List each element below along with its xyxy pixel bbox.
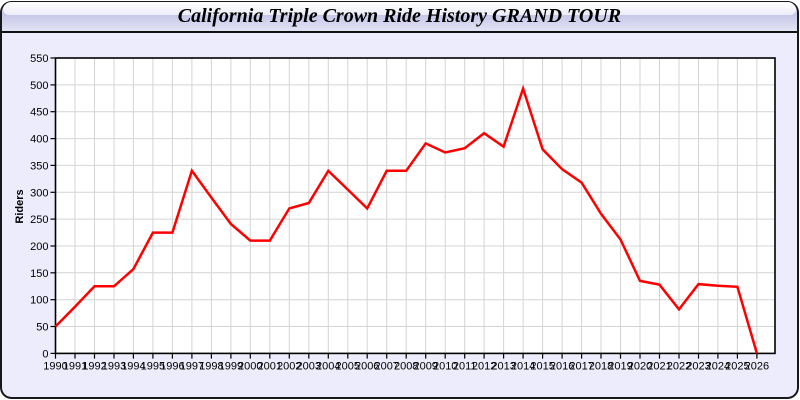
svg-text:1992: 1992: [82, 361, 106, 373]
svg-text:2001: 2001: [258, 361, 282, 373]
svg-text:350: 350: [30, 160, 48, 172]
svg-text:2008: 2008: [394, 361, 418, 373]
svg-text:50: 50: [36, 322, 48, 334]
svg-text:1991: 1991: [63, 361, 87, 373]
svg-text:2004: 2004: [316, 361, 340, 373]
svg-text:1997: 1997: [180, 361, 204, 373]
svg-text:1999: 1999: [219, 361, 243, 373]
svg-text:0: 0: [42, 348, 48, 360]
svg-text:2007: 2007: [374, 361, 398, 373]
svg-text:200: 200: [30, 241, 48, 253]
svg-text:2023: 2023: [686, 361, 710, 373]
svg-text:2003: 2003: [297, 361, 321, 373]
svg-text:2000: 2000: [238, 361, 262, 373]
svg-text:150: 150: [30, 268, 48, 280]
svg-text:2022: 2022: [667, 361, 691, 373]
svg-text:2024: 2024: [706, 361, 730, 373]
svg-text:2016: 2016: [550, 361, 574, 373]
svg-text:2009: 2009: [413, 361, 437, 373]
svg-text:2010: 2010: [433, 361, 457, 373]
svg-text:2026: 2026: [745, 361, 769, 373]
svg-text:2025: 2025: [725, 361, 749, 373]
svg-text:550: 550: [30, 53, 48, 65]
svg-text:2014: 2014: [511, 361, 535, 373]
svg-text:1994: 1994: [121, 361, 145, 373]
svg-text:1993: 1993: [102, 361, 126, 373]
svg-text:2013: 2013: [491, 361, 515, 373]
svg-text:300: 300: [30, 187, 48, 199]
svg-text:2021: 2021: [647, 361, 671, 373]
svg-text:2012: 2012: [472, 361, 496, 373]
svg-text:100: 100: [30, 295, 48, 307]
svg-text:2020: 2020: [628, 361, 652, 373]
svg-text:250: 250: [30, 214, 48, 226]
svg-text:2019: 2019: [608, 361, 632, 373]
svg-text:2017: 2017: [569, 361, 593, 373]
svg-text:1996: 1996: [160, 361, 184, 373]
svg-text:400: 400: [30, 134, 48, 146]
svg-text:2005: 2005: [336, 361, 360, 373]
svg-text:2002: 2002: [277, 361, 301, 373]
svg-text:1998: 1998: [199, 361, 223, 373]
svg-text:2015: 2015: [530, 361, 554, 373]
svg-text:2011: 2011: [453, 361, 477, 373]
svg-text:Riders: Riders: [14, 189, 26, 223]
svg-text:1990: 1990: [43, 361, 67, 373]
svg-text:2018: 2018: [589, 361, 613, 373]
svg-text:450: 450: [30, 107, 48, 119]
svg-text:1995: 1995: [141, 361, 165, 373]
svg-text:500: 500: [30, 80, 48, 92]
svg-text:2006: 2006: [355, 361, 379, 373]
